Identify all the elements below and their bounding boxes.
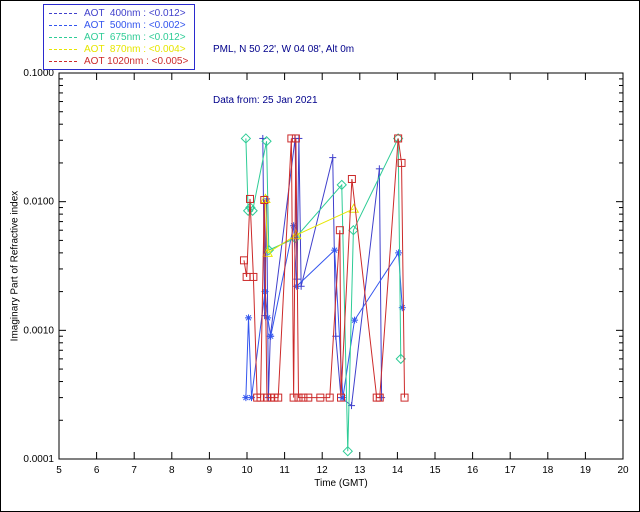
- square-marker-icon: [299, 393, 308, 402]
- x-tick-label: 9: [207, 465, 213, 476]
- legend-item-aot-1020nm: AOT 1020nm : <0.005>: [49, 55, 188, 67]
- asterisk-marker-icon: [395, 250, 402, 256]
- square-marker-icon: [335, 226, 344, 235]
- square-marker-icon: [294, 393, 303, 402]
- plot-frame: [58, 72, 624, 460]
- diamond-marker-icon: [242, 205, 254, 216]
- legend-label-675nm: AOT 675nm : <0.012>: [84, 31, 186, 43]
- series-line-aot-870nm: [264, 198, 354, 254]
- square-marker-icon: [397, 158, 406, 167]
- diamond-marker-icon: [263, 244, 275, 256]
- square-marker-icon: [274, 393, 283, 402]
- legend-label-500nm: AOT 500nm : <0.002>: [84, 19, 186, 31]
- x-tick-label: 7: [131, 465, 137, 476]
- square-marker-icon: [256, 393, 265, 402]
- data-date: Data from: 25 Jan 2021: [213, 95, 318, 106]
- series-line-aot-1020nm: [243, 138, 406, 399]
- square-marker-icon: [400, 393, 409, 402]
- legend-line-sample-1020nm: [49, 60, 77, 62]
- square-marker-icon: [239, 256, 248, 265]
- legend-item-aot-400nm: AOT 400nm : <0.012>: [49, 7, 188, 19]
- x-tick-label: 11: [279, 465, 290, 476]
- legend-line-sample-675nm: [49, 36, 77, 38]
- square-marker-icon: [394, 134, 403, 143]
- square-marker-icon: [291, 134, 300, 143]
- legend-label-1020nm: AOT 1020nm : <0.005>: [84, 55, 189, 67]
- series-line-aot-400nm: [262, 138, 383, 407]
- triangle-marker-icon: [290, 229, 302, 240]
- x-axis-title: Time (GMT): [314, 478, 368, 489]
- legend-line-sample-400nm: [49, 12, 77, 14]
- square-marker-icon: [316, 393, 325, 402]
- square-marker-icon: [287, 134, 296, 143]
- asterisk-marker-icon: [351, 317, 358, 323]
- square-marker-icon: [325, 393, 334, 402]
- legend-line-sample-870nm: [49, 48, 77, 50]
- legend-box: AOT 400nm : <0.012> AOT 500nm : <0.002> …: [43, 4, 196, 70]
- legend-label-400nm: AOT 400nm : <0.012>: [84, 7, 186, 19]
- square-marker-icon: [337, 393, 345, 402]
- diamond-marker-icon: [336, 179, 347, 191]
- square-marker-icon: [347, 175, 356, 184]
- triangle-marker-icon: [348, 203, 360, 213]
- x-tick-label: 6: [94, 465, 100, 476]
- asterisk-marker-icon: [267, 333, 274, 340]
- y-axis-title: Imaginary Part of Refractive index: [9, 190, 21, 342]
- diamond-marker-icon: [240, 133, 252, 144]
- asterisk-marker-icon: [245, 315, 252, 321]
- legend-label-870nm: AOT 870nm : <0.004>: [84, 43, 186, 55]
- asterisk-marker-icon: [243, 394, 249, 401]
- x-tick-label: 20: [617, 465, 629, 476]
- x-tick-label: 14: [392, 465, 404, 476]
- legend-item-aot-500nm: AOT 500nm : <0.002>: [49, 19, 188, 31]
- station-location: PML, N 50 22', W 04 08', Alt 0m: [213, 44, 355, 55]
- x-tick-label: 16: [467, 465, 479, 476]
- station-header: PML, N 50 22', W 04 08', Alt 0m Data fro…: [213, 7, 354, 143]
- x-tick-label: 17: [505, 465, 517, 476]
- diamond-marker-icon: [342, 445, 353, 457]
- x-tick-label: 5: [56, 465, 62, 476]
- square-marker-icon: [260, 196, 269, 205]
- square-marker-icon: [246, 194, 255, 203]
- square-marker-icon: [304, 393, 313, 402]
- diamond-marker-icon: [348, 225, 359, 236]
- x-tick-label: 10: [241, 465, 253, 476]
- legend-item-aot-675nm: AOT 675nm : <0.012>: [49, 31, 188, 43]
- legend-item-aot-870nm: AOT 870nm : <0.004>: [49, 43, 188, 55]
- x-tick-label: 8: [169, 465, 175, 476]
- square-marker-icon: [249, 272, 258, 281]
- x-tick-label: 19: [580, 465, 592, 476]
- asterisk-marker-icon: [248, 394, 255, 401]
- x-tick-label: 18: [542, 465, 554, 476]
- square-marker-icon: [375, 393, 384, 402]
- asterisk-marker-icon: [331, 247, 338, 253]
- y-tick-label: 0.0010: [23, 325, 54, 336]
- y-tick-label: 0.1000: [23, 68, 54, 79]
- diamond-marker-icon: [261, 136, 272, 147]
- y-tick-label: 0.0001: [23, 454, 54, 465]
- x-tick-label: 15: [429, 465, 441, 476]
- x-tick-label: 12: [317, 465, 329, 476]
- y-tick-label: 0.0100: [23, 197, 54, 208]
- legend-line-sample-500nm: [49, 24, 77, 26]
- x-tick-label: 13: [354, 465, 366, 476]
- square-marker-icon: [289, 393, 298, 402]
